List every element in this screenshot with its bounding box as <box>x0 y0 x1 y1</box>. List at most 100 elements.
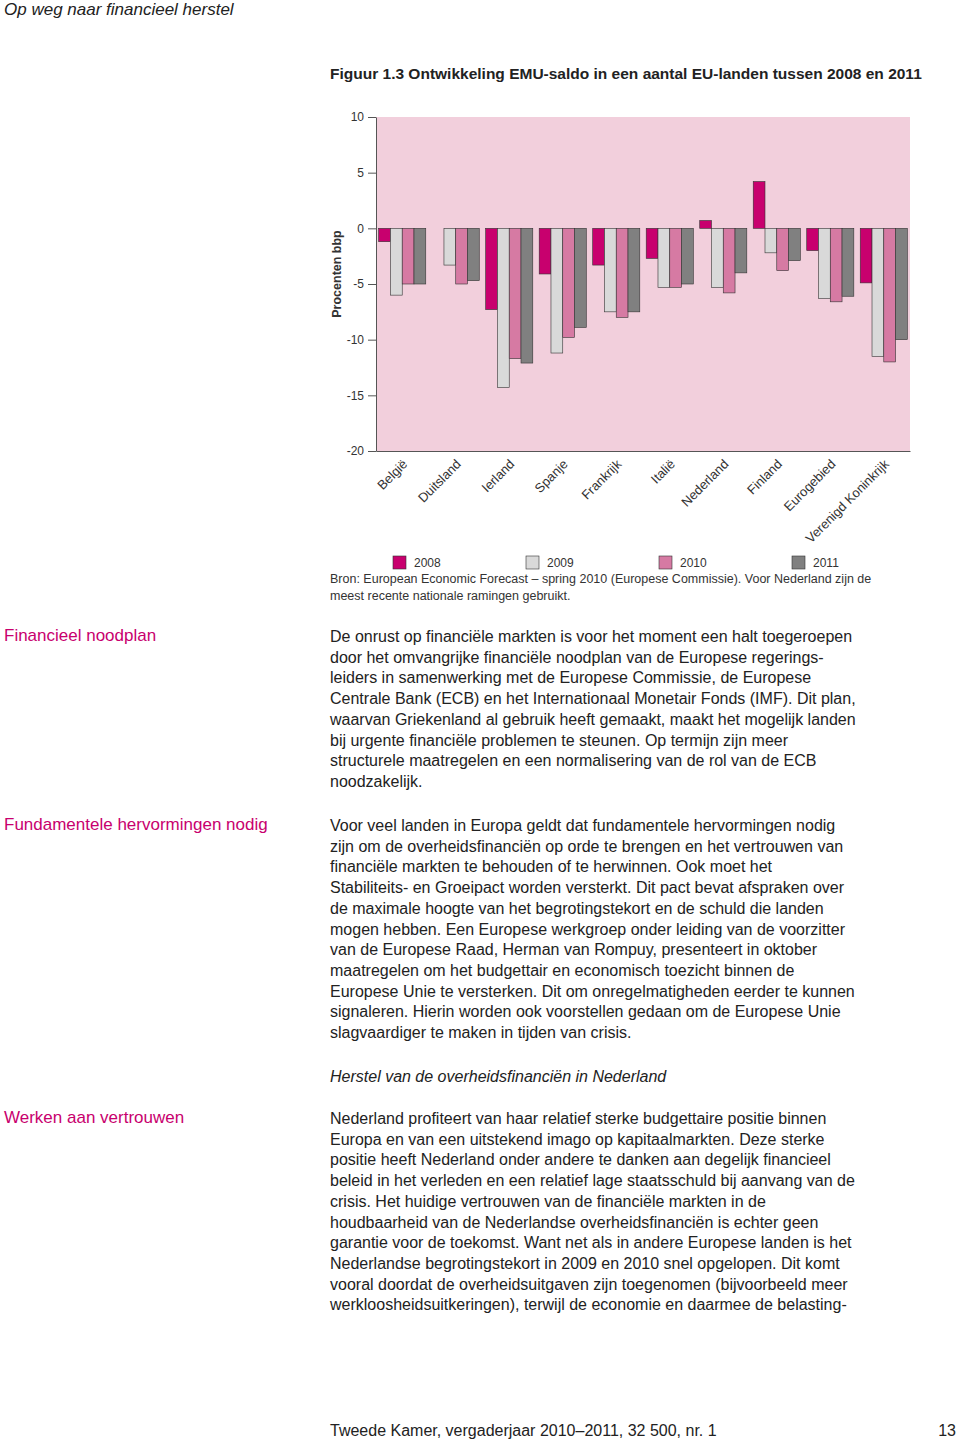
section-heading: Financieel noodplan <box>4 626 156 646</box>
y-tick: 5 <box>357 166 376 180</box>
legend-swatch <box>526 556 539 569</box>
bar <box>539 228 551 274</box>
y-tick-label: 5 <box>357 166 364 180</box>
page-header: Op weg naar financieel herstel <box>4 0 234 20</box>
section-heading: Fundamentele hervormingen nodig <box>4 815 268 835</box>
bar <box>616 228 628 317</box>
bar-series <box>414 228 907 363</box>
bar <box>789 228 801 260</box>
body-line: beleid in het verleden en een relatief l… <box>330 1171 855 1192</box>
bar <box>711 228 723 287</box>
bar-series <box>402 228 895 362</box>
chart: -20-15-10-50510Procenten bbpBelgiëDuitsl… <box>0 0 960 570</box>
y-tick: 10 <box>351 110 376 124</box>
body-line: Stabiliteits- en Groeipact worden verste… <box>330 878 844 899</box>
x-tick-label: Eurogebied <box>781 457 839 515</box>
body-line: de maximale hoogte van het begrotingstek… <box>330 899 824 920</box>
x-tick-label: Spanje <box>532 457 571 496</box>
bar <box>807 228 819 250</box>
bar <box>604 228 616 311</box>
bar <box>646 228 658 258</box>
bar <box>432 228 444 229</box>
body-line: Europa en van een uitstekend imago op ka… <box>330 1130 825 1151</box>
x-tick-label: België <box>374 457 410 493</box>
x-tick: Duitsland <box>415 451 464 505</box>
y-axis-title: Procenten bbp <box>330 230 344 318</box>
section-heading: Werken aan vertrouwen <box>4 1108 184 1128</box>
body-line: zijn om de overheidsfinanciën op orde te… <box>330 837 843 858</box>
x-axis-line <box>377 451 911 452</box>
bar <box>456 228 468 284</box>
bar <box>896 228 908 339</box>
bar <box>402 228 414 284</box>
body-line: houdbaarheid van de Nederlandse overheid… <box>330 1213 818 1234</box>
y-tick: -10 <box>347 333 376 347</box>
bar <box>830 228 842 301</box>
bar <box>872 228 884 356</box>
body-line: Nederland profiteert van haar relatief s… <box>330 1109 826 1130</box>
bar <box>509 228 521 358</box>
y-axis-line <box>376 118 377 452</box>
source-note: Bron: European Economic Forecast – sprin… <box>330 572 871 586</box>
y-tick-label: -10 <box>347 333 365 347</box>
x-tick: Eurogebied <box>781 451 839 514</box>
x-tick-label: Duitsland <box>415 457 464 506</box>
x-tick-label: Ierland <box>479 457 518 496</box>
legend-label: 2010 <box>680 556 707 570</box>
bar <box>593 228 605 265</box>
body-line: Centrale Bank (ECB) en het Internationaa… <box>330 689 856 710</box>
body-line: vooral doordat de overheidsuitgaven zijn… <box>330 1275 848 1296</box>
body-line: financiële markten te behouden of te her… <box>330 857 772 878</box>
bar <box>658 228 670 287</box>
bar <box>819 228 831 298</box>
y-tick: -20 <box>347 444 376 458</box>
body-line: crisis. Het huidige vertrouwen van de fi… <box>330 1192 766 1213</box>
body-line: van de Europese Raad, Herman van Rompuy,… <box>330 940 817 961</box>
x-tick-label: Italië <box>648 457 678 487</box>
bar <box>723 228 735 293</box>
bar <box>551 228 563 353</box>
bar <box>575 228 587 327</box>
bar <box>682 228 694 284</box>
y-axis: -20-15-10-50510 <box>347 110 377 458</box>
y-tick-mark <box>368 173 376 174</box>
body-line: De onrust op financiële markten is voor … <box>330 627 852 648</box>
body-line: positie heeft Nederland onder andere te … <box>330 1150 831 1171</box>
x-tick-label: Frankrijk <box>579 456 625 502</box>
legend-label: 2011 <box>813 556 839 570</box>
plot-background <box>376 117 910 451</box>
figure-title: Figuur 1.3 Ontwikkeling EMU-saldo in een… <box>330 64 940 83</box>
legend: 2008 2009 2010 2011 <box>393 556 839 570</box>
legend-label: 2008 <box>414 556 441 570</box>
source-note: meest recente nationale ramingen gebruik… <box>330 589 570 603</box>
body-line: signaleren. Hierin worden ook voorstelle… <box>330 1002 841 1023</box>
legend-swatch <box>393 556 406 569</box>
bar <box>842 228 854 296</box>
x-tick: Ierland <box>479 451 518 495</box>
bars <box>379 182 908 388</box>
body-line: bij urgente financiële problemen te steu… <box>330 731 788 752</box>
x-axis: BelgiëDuitsland Ierland SpanjeFrankrijk Ita… <box>374 451 910 546</box>
bar <box>467 228 479 280</box>
legend-swatch <box>659 556 672 569</box>
x-tick-label: Finland <box>744 457 785 498</box>
legend-label: 2009 <box>547 556 574 570</box>
bar <box>628 228 640 311</box>
bar <box>777 228 789 270</box>
y-tick-label: -20 <box>347 444 365 458</box>
bar <box>860 228 872 283</box>
y-tick-mark <box>368 117 376 118</box>
y-tick-mark <box>368 340 376 341</box>
bar-series <box>390 228 883 387</box>
body-line: Nederlandse begrotingstekort in 2009 en … <box>330 1254 840 1275</box>
y-tick-mark <box>368 284 376 285</box>
body-line: noodzakelijk. <box>330 772 423 793</box>
bar <box>486 228 498 309</box>
bar <box>753 182 765 229</box>
y-tick-label: -15 <box>347 389 365 403</box>
bar <box>414 228 426 284</box>
x-tick: Finland <box>744 451 785 497</box>
y-tick-mark <box>368 395 376 396</box>
bar <box>390 228 402 295</box>
body-line: slagvaardiger te maken in tijden van cri… <box>330 1023 631 1044</box>
